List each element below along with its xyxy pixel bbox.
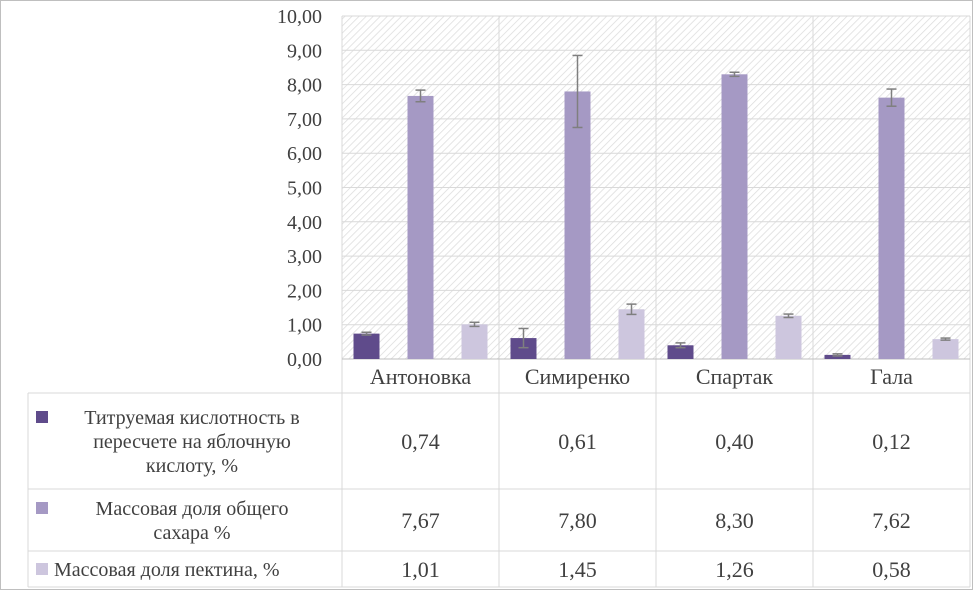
data-label: 7,67: [401, 508, 440, 533]
category-label: Симиренко: [525, 364, 630, 389]
y-axis: 0,00 1,00 2,00 3,00 4,00 5,00 6,00 7,00 8,00 9,00…: [277, 6, 913, 389]
series-name: Массовая доля общего: [96, 498, 289, 520]
legend-key: [36, 563, 48, 575]
y-tick-label: 4,00: [287, 212, 322, 234]
grid: [341, 15, 971, 393]
bar: [510, 338, 537, 359]
y-tick-label: 10,00: [277, 6, 322, 28]
bar: [353, 333, 380, 359]
category-label: Спартак: [696, 364, 774, 389]
series-name: Титруемая кислотность в: [84, 407, 300, 429]
data-label: 1,26: [715, 557, 754, 582]
series-name: кислоту, %: [146, 455, 238, 477]
data-label: 0,12: [872, 429, 911, 454]
y-tick-label: 3,00: [287, 246, 322, 268]
bar: [667, 345, 694, 359]
data-label: 0,74: [401, 429, 440, 454]
y-tick-label: 9,00: [287, 40, 322, 62]
data-label: 7,62: [872, 508, 911, 533]
y-tick-label: 5,00: [287, 178, 322, 200]
category-label: Гала: [870, 364, 913, 389]
bar: [878, 97, 905, 359]
data-label: 0,58: [872, 557, 911, 582]
bar: [618, 309, 645, 359]
y-tick-label: 2,00: [287, 280, 322, 302]
bar: [721, 74, 748, 359]
data-label: 7,80: [558, 508, 597, 533]
category-label: Антоновка: [370, 364, 472, 389]
legend-key: [36, 502, 48, 514]
bar: [932, 339, 959, 359]
data-label: 1,01: [401, 557, 440, 582]
bar: [564, 91, 591, 360]
data-label: 0,61: [558, 429, 597, 454]
bars: [353, 74, 959, 360]
series-name: пересчете на яблочную: [93, 431, 291, 453]
data-label: 0,40: [715, 429, 754, 454]
bar: [824, 354, 851, 359]
y-tick-label: 0,00: [287, 349, 322, 371]
y-tick-label: 8,00: [287, 75, 322, 97]
data-label: 8,30: [715, 508, 754, 533]
y-tick-label: 1,00: [287, 315, 322, 337]
bar: [775, 315, 802, 359]
y-tick-label: 7,00: [287, 109, 322, 131]
series-name: сахара %: [153, 522, 230, 544]
bar: [461, 324, 488, 359]
data-label: 1,45: [558, 557, 597, 582]
y-tick-label: 6,00: [287, 143, 322, 165]
error-bars: [361, 54, 951, 357]
series-name: Массовая доля пектина, %: [54, 559, 279, 581]
bar: [407, 95, 434, 359]
legend-key: [36, 411, 48, 423]
